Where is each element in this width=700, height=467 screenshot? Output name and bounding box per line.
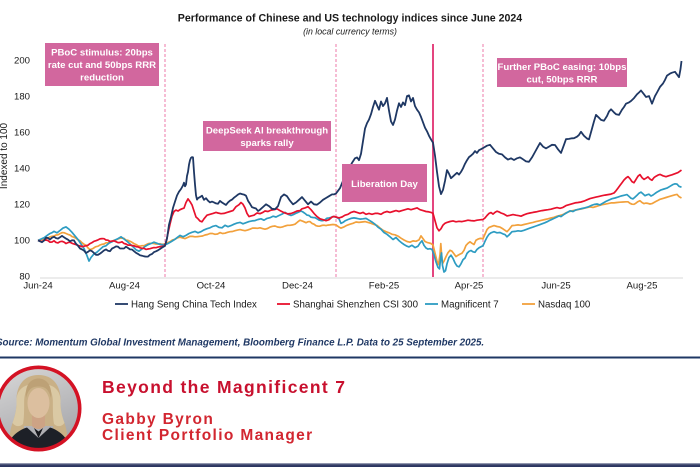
svg-text:Feb-25: Feb-25 <box>369 281 399 292</box>
svg-text:200: 200 <box>14 55 30 66</box>
svg-text:cut, 50bps RRR: cut, 50bps RRR <box>527 75 598 86</box>
svg-text:Indexed to 100: Indexed to 100 <box>0 122 10 189</box>
svg-text:(in local currency terms): (in local currency terms) <box>303 27 397 37</box>
svg-text:Aug-24: Aug-24 <box>109 281 141 292</box>
svg-text:Dec-24: Dec-24 <box>282 281 314 292</box>
svg-text:180: 180 <box>14 91 30 102</box>
svg-text:Liberation Day: Liberation Day <box>351 179 418 190</box>
svg-text:140: 140 <box>14 164 30 175</box>
svg-text:Performance of Chinese and US: Performance of Chinese and US technology… <box>178 13 523 25</box>
svg-text:Shanghai Shenzhen CSI 300: Shanghai Shenzhen CSI 300 <box>293 299 419 310</box>
svg-text:Aug-25: Aug-25 <box>627 281 658 292</box>
svg-text:Source: Momentum Global Invest: Source: Momentum Global Investment Manag… <box>0 338 484 349</box>
svg-text:rate cut and 50bps RRR: rate cut and 50bps RRR <box>48 60 156 71</box>
svg-text:80: 80 <box>19 272 30 283</box>
svg-text:PBoC stimulus: 20bps: PBoC stimulus: 20bps <box>51 48 153 59</box>
svg-text:Further PBoC easing: 10bps: Further PBoC easing: 10bps <box>497 62 626 73</box>
svg-text:Jun-25: Jun-25 <box>541 281 570 292</box>
svg-text:reduction: reduction <box>80 73 124 84</box>
svg-text:100: 100 <box>14 236 30 247</box>
svg-text:160: 160 <box>14 127 30 138</box>
svg-text:Hang Seng China Tech Index: Hang Seng China Tech Index <box>131 299 257 310</box>
svg-text:Nasdaq 100: Nasdaq 100 <box>538 299 591 310</box>
svg-text:Oct-24: Oct-24 <box>197 281 226 292</box>
svg-text:sparks rally: sparks rally <box>240 138 294 149</box>
svg-text:120: 120 <box>14 200 30 211</box>
svg-text:Jun-24: Jun-24 <box>23 281 53 292</box>
svg-text:Apr-25: Apr-25 <box>455 281 484 292</box>
svg-text:Magnificent 7: Magnificent 7 <box>441 299 499 310</box>
svg-text:DeepSeek AI breakthrough: DeepSeek AI breakthrough <box>206 126 328 137</box>
